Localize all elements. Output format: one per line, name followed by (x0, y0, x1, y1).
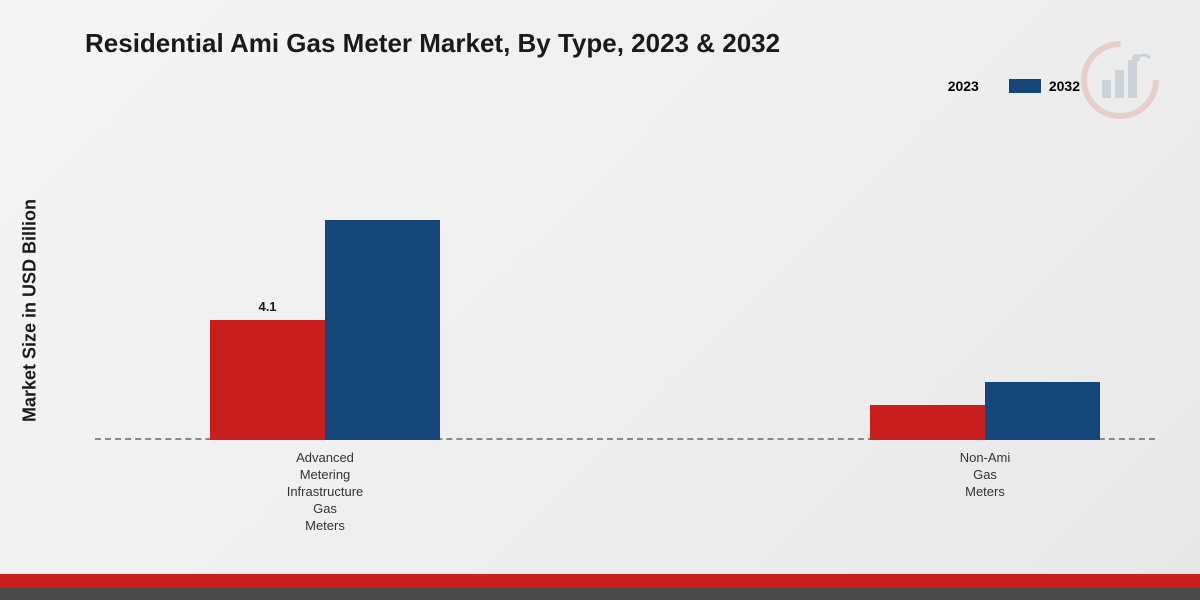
bar-value-label: 4.1 (258, 299, 276, 314)
x-axis-label: Advanced Metering Infrastructure Gas Met… (265, 450, 385, 534)
legend-swatch-2032 (1009, 79, 1041, 93)
bar (210, 320, 325, 440)
legend: 2023 2032 (908, 78, 1080, 94)
x-axis-label: Non-Ami Gas Meters (925, 450, 1045, 501)
chart-title: Residential Ami Gas Meter Market, By Typ… (85, 28, 780, 59)
legend-label-2032: 2032 (1049, 78, 1080, 94)
footer-red-bar (0, 574, 1200, 588)
bar (985, 382, 1100, 440)
watermark-logo (1080, 40, 1160, 120)
legend-label-2023: 2023 (948, 78, 979, 94)
bar (325, 220, 440, 440)
chart-area: 4.1 (95, 120, 1155, 440)
footer-gray-bar (0, 588, 1200, 600)
legend-item-2032: 2032 (1009, 78, 1080, 94)
legend-item-2023: 2023 (908, 78, 979, 94)
y-axis-label: Market Size in USD Billion (20, 199, 41, 422)
legend-swatch-2023 (908, 79, 940, 93)
bar (870, 405, 985, 440)
